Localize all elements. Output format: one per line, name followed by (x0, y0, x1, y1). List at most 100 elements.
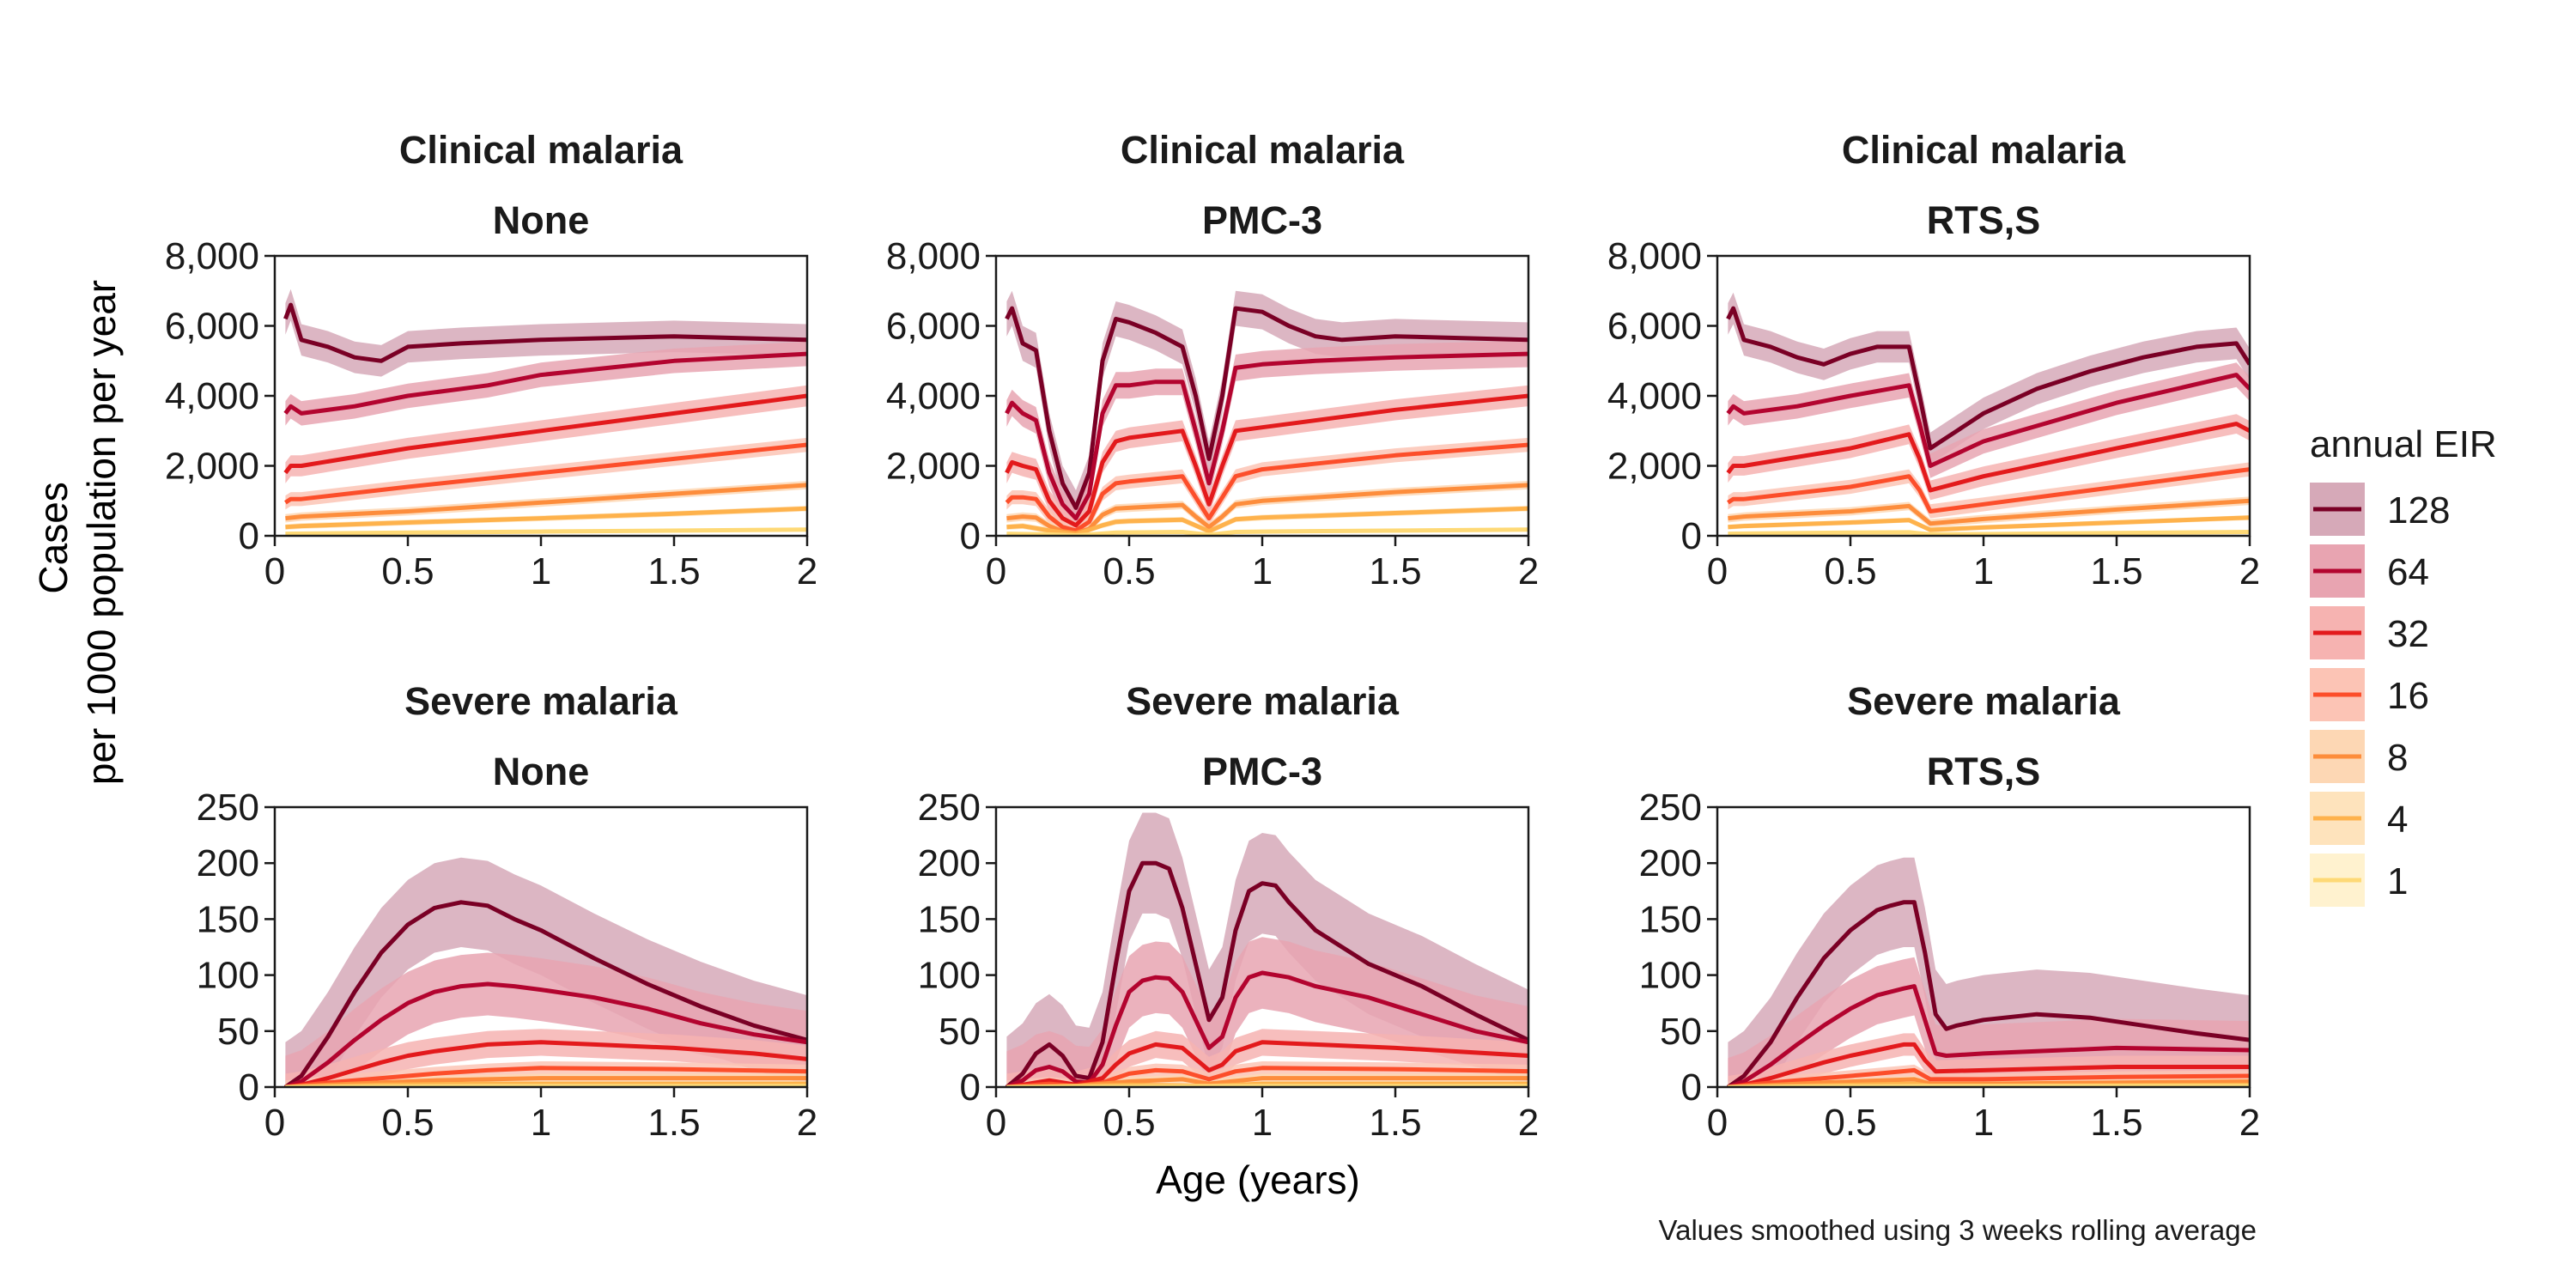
band-64 (1728, 362, 2250, 478)
caption: Values smoothed using 3 weeks rolling av… (1659, 1214, 2257, 1246)
plot-area (1005, 290, 1528, 536)
series-line-1 (1728, 530, 2250, 536)
x-tick-label: 1 (531, 1102, 551, 1144)
x-tick-label: 1.5 (647, 550, 700, 592)
x-tick-label: 0.5 (381, 550, 434, 592)
series-line-64 (284, 981, 807, 1087)
band-8 (1006, 481, 1528, 536)
y-tick-label: 0 (239, 1066, 259, 1109)
x-tick-label: 1.5 (1369, 550, 1421, 592)
panel-title: Severe malaria (404, 679, 678, 723)
series-line-128 (283, 900, 807, 1087)
x-tick-label: 0 (264, 550, 285, 592)
y-tick-label: 100 (197, 955, 259, 997)
plot-area (1726, 857, 2250, 1087)
x-tick-label: 0.5 (1103, 1102, 1155, 1144)
y-tick-label: 0 (239, 515, 259, 557)
y-tick-label: 6,000 (165, 306, 259, 348)
series-line-8 (1728, 498, 2250, 526)
series-line-128 (283, 302, 807, 363)
x-tick-label: 2 (797, 1102, 817, 1144)
panel-title: Severe malaria (1847, 679, 2121, 723)
series-line-64 (283, 351, 807, 416)
x-tick-label: 1.5 (647, 1102, 700, 1144)
y-tick-label: 200 (197, 842, 259, 884)
y-tick-label: 0 (1681, 1066, 1702, 1109)
y-axis-label: Cases per 1000 population per year (31, 280, 124, 785)
x-tick-label: 1.5 (2090, 1102, 2142, 1144)
series-line-4 (285, 506, 807, 530)
legend-label: 4 (2387, 799, 2408, 841)
x-tick-label: 1 (1252, 1102, 1273, 1144)
y-tick-label: 50 (939, 1011, 981, 1053)
series-line-128 (1726, 900, 2250, 1087)
x-tick-label: 1 (1973, 550, 1994, 592)
x-tick-label: 1 (1252, 550, 1273, 592)
panel-4: Severe malaria PMC-3 0 0.5 1 1.5 2 0 50 100 150 200… (918, 679, 1540, 1144)
series-line-8 (1728, 1077, 2250, 1087)
band-32 (1006, 1029, 1528, 1087)
legend-item-128: 128 (2310, 483, 2450, 536)
legend-label: 1 (2387, 860, 2408, 902)
y-tick-label: 0 (960, 1066, 981, 1109)
legend-item-8: 8 (2310, 730, 2408, 783)
legend-item-4: 4 (2310, 792, 2408, 845)
y-tick-label: 4,000 (886, 375, 981, 417)
band-32 (285, 385, 807, 483)
panel-title: Clinical malaria (1121, 128, 1405, 172)
x-tick-label: 0 (1707, 1102, 1728, 1144)
series-line-32 (1005, 393, 1528, 528)
x-tick-label: 1.5 (1369, 1102, 1421, 1144)
y-tick-label: 6,000 (886, 306, 981, 348)
series-line-1 (285, 527, 807, 536)
band-32 (1728, 414, 2250, 501)
y-tick-label: 4,000 (1607, 375, 1702, 417)
plot-area (283, 289, 807, 536)
y-tick-label: 8,000 (1607, 235, 1702, 277)
series-line-32 (285, 1040, 807, 1087)
legend-item-32: 32 (2310, 606, 2429, 659)
x-tick-label: 2 (2239, 550, 2260, 592)
series-line-16 (1728, 1067, 2250, 1087)
series-line-64 (1005, 351, 1528, 521)
panel-title: Clinical malaria (399, 128, 683, 172)
x-tick-label: 2 (797, 550, 817, 592)
legend-label: 128 (2387, 489, 2450, 532)
x-tick-label: 2 (2239, 1102, 2260, 1144)
x-tick-label: 0.5 (1103, 550, 1155, 592)
series-line-16 (284, 442, 807, 505)
band-32 (285, 1029, 807, 1087)
panel-title: Severe malaria (1126, 679, 1400, 723)
y-axis-label-line1: Cases (31, 482, 76, 593)
series-line-64 (1727, 984, 2250, 1087)
x-tick-label: 0 (1707, 550, 1728, 592)
x-tick-label: 0.5 (1824, 550, 1876, 592)
series-line-8 (285, 483, 807, 521)
series-line-4 (1006, 506, 1528, 536)
band-64 (1006, 340, 1528, 532)
legend-item-1: 1 (2310, 854, 2408, 907)
series-line-128 (1005, 860, 1528, 1087)
legend-label: 64 (2387, 551, 2429, 593)
x-axis-label: Age (years) (1156, 1157, 1360, 1202)
y-tick-label: 250 (918, 787, 981, 829)
x-tick-label: 0 (986, 550, 1006, 592)
x-tick-label: 0 (986, 1102, 1006, 1144)
series-line-16 (1005, 442, 1528, 533)
panel-1: Clinical malaria PMC-3 0 0.5 1 1.5 2 0 2,000 4,00… (886, 128, 1539, 592)
series-line-4 (1728, 515, 2250, 532)
x-tick-label: 0.5 (1824, 1102, 1876, 1144)
band-64 (285, 952, 807, 1087)
y-tick-label: 0 (1681, 515, 1702, 557)
y-tick-label: 150 (197, 898, 259, 940)
y-tick-label: 100 (1639, 955, 1702, 997)
y-tick-label: 8,000 (165, 235, 259, 277)
y-tick-label: 2,000 (1607, 446, 1702, 488)
series-line-32 (1726, 422, 2250, 493)
series-line-8 (1006, 483, 1528, 536)
series-line-128 (1005, 306, 1528, 510)
band-128 (285, 289, 807, 377)
y-tick-label: 2,000 (886, 446, 981, 488)
y-tick-label: 250 (1639, 787, 1702, 829)
